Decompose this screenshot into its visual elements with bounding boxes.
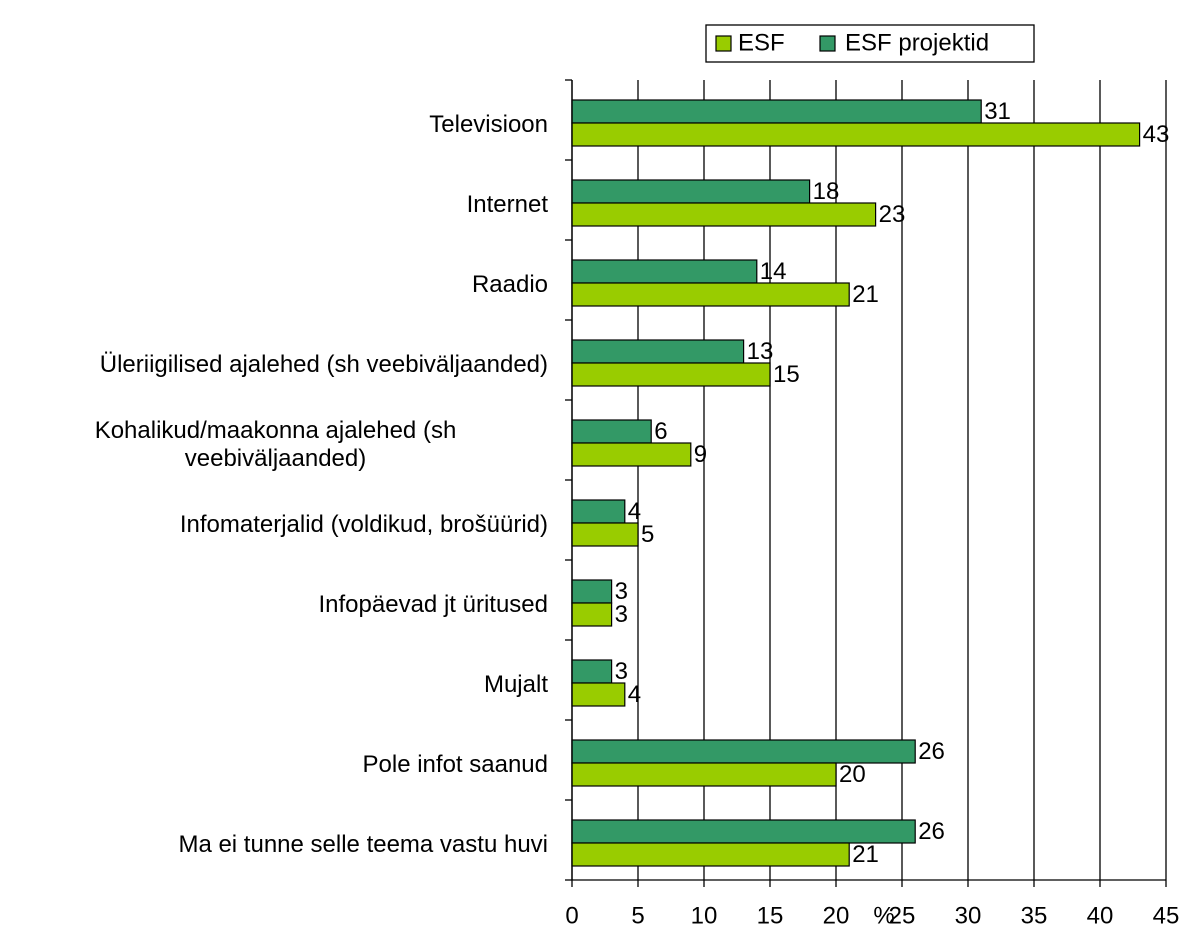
data-label: 13 xyxy=(747,338,774,365)
y-tick-label-box: Infopäevad jt üritused xyxy=(319,565,549,645)
bar xyxy=(571,99,982,124)
y-tick-label: Üleriigilised ajalehed (sh veebiväljaand… xyxy=(99,351,548,378)
legend-label: ESF projektid xyxy=(845,29,989,56)
data-label: 15 xyxy=(773,361,800,388)
data-label: 18 xyxy=(813,178,840,205)
bar xyxy=(571,122,1141,147)
data-label: 4 xyxy=(628,681,641,708)
bar xyxy=(571,819,916,844)
legend-swatch xyxy=(715,35,732,52)
y-tick-label: Televisioon xyxy=(429,111,548,138)
y-tick-label-box: Ma ei tunne selle teema vastu huvi xyxy=(178,805,548,885)
y-tick-label-box: Kohalikud/maakonna ajalehed (sh veebiväl… xyxy=(3,405,548,485)
data-label: 21 xyxy=(852,841,879,868)
bar xyxy=(571,499,626,524)
bar xyxy=(571,419,652,444)
y-tick-label-box: Internet xyxy=(467,165,548,245)
data-label: 26 xyxy=(918,738,945,765)
data-label: 5 xyxy=(641,521,654,548)
data-label: 3 xyxy=(615,658,628,685)
y-tick-label: Infopäevad jt üritused xyxy=(318,591,549,618)
legend-label: ESF xyxy=(738,29,785,56)
bar xyxy=(571,282,850,307)
y-tick-label: Infomaterjalid (voldikud, brošüürid) xyxy=(179,511,548,538)
y-tick-label: Ma ei tunne selle teema vastu huvi xyxy=(178,831,548,858)
data-label: 3 xyxy=(615,601,628,628)
bar xyxy=(571,602,613,627)
data-label: 26 xyxy=(918,818,945,845)
x-axis-label: % xyxy=(873,902,894,929)
bar xyxy=(571,579,613,604)
data-label: 20 xyxy=(839,761,866,788)
legend-swatch xyxy=(819,35,836,52)
bar xyxy=(571,259,758,284)
x-tick-label: 30 xyxy=(955,902,982,929)
data-label: 3 xyxy=(615,578,628,605)
bar xyxy=(571,739,916,764)
data-label: 31 xyxy=(984,98,1011,125)
y-tick-label-box: Üleriigilised ajalehed (sh veebiväljaand… xyxy=(100,325,548,405)
bar xyxy=(571,522,639,547)
bar xyxy=(571,202,877,227)
x-tick-label: 10 xyxy=(691,902,718,929)
y-tick-label-box: Televisioon xyxy=(429,85,548,165)
x-tick-label: 5 xyxy=(631,902,644,929)
x-tick-label: 0 xyxy=(565,902,578,929)
data-label: 14 xyxy=(760,258,787,285)
bar xyxy=(571,442,692,467)
y-tick-label: Mujalt xyxy=(483,671,548,698)
data-label: 21 xyxy=(852,281,879,308)
bar xyxy=(571,179,811,204)
x-tick-label: 15 xyxy=(757,902,784,929)
y-tick-label: Kohalikud/maakonna ajalehed (sh veebiväl… xyxy=(94,417,457,472)
bar xyxy=(571,362,771,387)
bar xyxy=(571,762,837,787)
bar xyxy=(571,842,850,867)
y-tick-label-box: Mujalt xyxy=(484,645,548,725)
y-tick-label: Raadio xyxy=(471,271,548,298)
data-label: 23 xyxy=(879,201,906,228)
bar xyxy=(571,659,613,684)
data-label: 43 xyxy=(1143,121,1170,148)
y-tick-label: Internet xyxy=(466,191,548,218)
data-label: 6 xyxy=(654,418,667,445)
legend-box xyxy=(705,24,1035,63)
y-tick-label-box: Pole infot saanud xyxy=(363,725,548,805)
bar xyxy=(571,339,745,364)
y-tick-label-box: Raadio xyxy=(472,245,548,325)
data-label: 9 xyxy=(694,441,707,468)
data-label: 4 xyxy=(628,498,641,525)
x-tick-label: 25 xyxy=(889,902,916,929)
y-tick-label-box: Infomaterjalid (voldikud, brošüürid) xyxy=(180,485,548,565)
x-tick-label: 45 xyxy=(1153,902,1180,929)
x-tick-label: 20 xyxy=(823,902,850,929)
bar xyxy=(571,682,626,707)
x-tick-label: 35 xyxy=(1021,902,1048,929)
x-tick-label: 40 xyxy=(1087,902,1114,929)
y-tick-label: Pole infot saanud xyxy=(362,751,548,778)
